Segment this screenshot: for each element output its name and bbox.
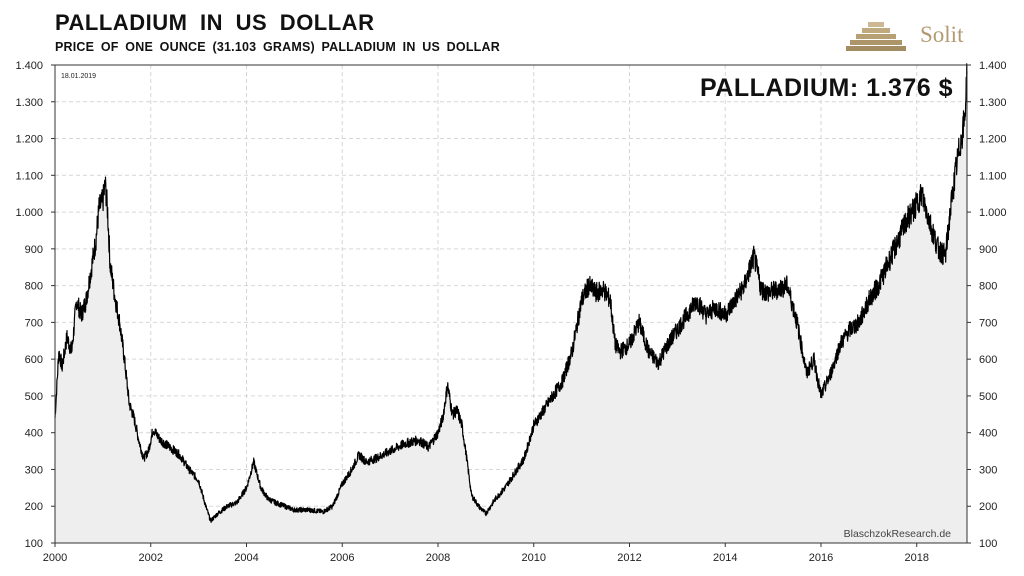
y-tick-label-left: 500: [25, 391, 43, 403]
y-tick-label-right: 200: [979, 501, 997, 513]
x-tick-label: 2012: [617, 552, 641, 564]
y-tick-label-left: 600: [25, 354, 43, 366]
y-tick-label-right: 1.400: [979, 60, 1007, 72]
y-tick-label-left: 200: [25, 501, 43, 513]
price-area-fill: [55, 63, 967, 544]
y-tick-label-left: 1.200: [15, 134, 43, 146]
x-tick-label: 2016: [809, 552, 833, 564]
y-tick-label-right: 1.100: [979, 170, 1007, 182]
price-line: [54, 63, 968, 523]
y-tick-label-right: 700: [979, 317, 997, 329]
y-tick-label-left: 100: [25, 538, 43, 550]
x-tick-label: 2006: [330, 552, 354, 564]
x-tick-label: 2000: [43, 552, 67, 564]
y-tick-label-right: 1.300: [979, 97, 1007, 109]
date-note: 18.01.2019: [61, 73, 96, 80]
x-tick-label: 2002: [139, 552, 163, 564]
y-tick-label-right: 100: [979, 538, 997, 550]
y-tick-label-left: 1.300: [15, 97, 43, 109]
page-subtitle: PRICE OF ONE OUNCE (31.103 GRAMS) PALLAD…: [55, 40, 500, 54]
y-tick-label-left: 400: [25, 428, 43, 440]
source-credit: BlaschzokResearch.de: [844, 528, 952, 540]
y-tick-label-left: 1.100: [15, 170, 43, 182]
x-tick-label: 2004: [234, 552, 258, 564]
current-price-label: PALLADIUM: 1.376 $: [700, 74, 953, 102]
axis-ticks: 100 100 200 200 300 300 400 400 500 500 600 600 700 7…: [15, 60, 1006, 564]
stepped-pyramid-icon: [846, 22, 906, 51]
y-tick-label-right: 400: [979, 428, 997, 440]
plot-frame: [54, 64, 968, 544]
x-tick-label: 2014: [713, 552, 737, 564]
y-tick-label-right: 800: [979, 281, 997, 293]
brand-logo-text: Solit: [920, 22, 964, 47]
y-tick-label-left: 1.400: [15, 60, 43, 72]
y-tick-label-left: 300: [25, 464, 43, 476]
y-tick-label-right: 500: [979, 391, 997, 403]
x-tick-label: 2018: [904, 552, 928, 564]
y-tick-label-right: 600: [979, 354, 997, 366]
y-tick-label-left: 700: [25, 317, 43, 329]
y-tick-label-left: 900: [25, 244, 43, 256]
x-tick-label: 2010: [521, 552, 545, 564]
x-tick-label: 2008: [426, 552, 450, 564]
y-tick-label-right: 1.000: [979, 207, 1007, 219]
y-tick-label-right: 900: [979, 244, 997, 256]
y-tick-label-left: 800: [25, 281, 43, 293]
y-tick-label-right: 300: [979, 464, 997, 476]
page-title: PALLADIUM IN US DOLLAR: [55, 10, 375, 35]
y-tick-label-right: 1.200: [979, 134, 1007, 146]
y-tick-label-left: 1.000: [15, 207, 43, 219]
